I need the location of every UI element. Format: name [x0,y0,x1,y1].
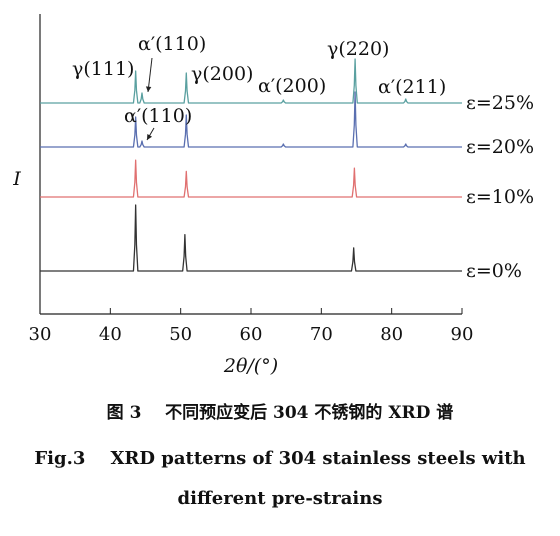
x-tick-label: 90 [451,324,474,345]
peak-annotation: α′(200) [258,75,326,97]
x-tick-label: 70 [310,324,333,345]
annotation-arrow [147,57,153,93]
x-tick-label: 60 [240,324,263,345]
x-tick-label: 40 [99,324,122,345]
x-axis-title: 2θ/(°) [223,355,278,377]
peak-annotation: γ(220) [327,38,389,60]
x-tick-label: 30 [29,324,52,345]
figure-caption-chinese: 图 3 不同预应变后 304 不锈钢的 XRD 谱 [106,403,454,423]
figure-caption-english-line2: different pre-strains [177,488,383,509]
peak-annotation: γ(111) [72,58,134,80]
series-label: ε=10% [466,186,534,208]
series-line [40,159,462,198]
series-line [40,91,462,148]
peak-annotation: α′(110) [138,33,206,55]
figure-caption-english-line1: Fig.3 XRD patterns of 304 stainless stee… [34,448,526,469]
peak-annotation: α′(110) [124,105,192,127]
series-line [40,204,462,272]
series-label: ε=0% [466,260,522,282]
series-line [40,58,462,104]
x-tick-label: 80 [380,324,403,345]
x-tick-label: 50 [169,324,192,345]
series-label: ε=20% [466,136,534,158]
annotation-layer: γ(111)α′(110)γ(200)α′(200)γ(220)α′(211)α… [72,33,446,141]
axes: 30 40 50 60 70 80 90 2θ/(°) I [12,14,473,377]
annotation-arrowhead [147,134,153,140]
xrd-chart: 30 40 50 60 70 80 90 2θ/(°) I ε=0% ε=10% ε=20% ε=25… [12,14,534,377]
series-label: ε=25% [466,92,534,114]
series-layer: ε=0% ε=10% ε=20% ε=25% [40,58,534,282]
peak-annotation: γ(200) [191,63,253,85]
annotation-arrowhead [145,86,152,92]
y-axis-title: I [12,168,21,190]
peak-annotation: α′(211) [378,76,446,98]
